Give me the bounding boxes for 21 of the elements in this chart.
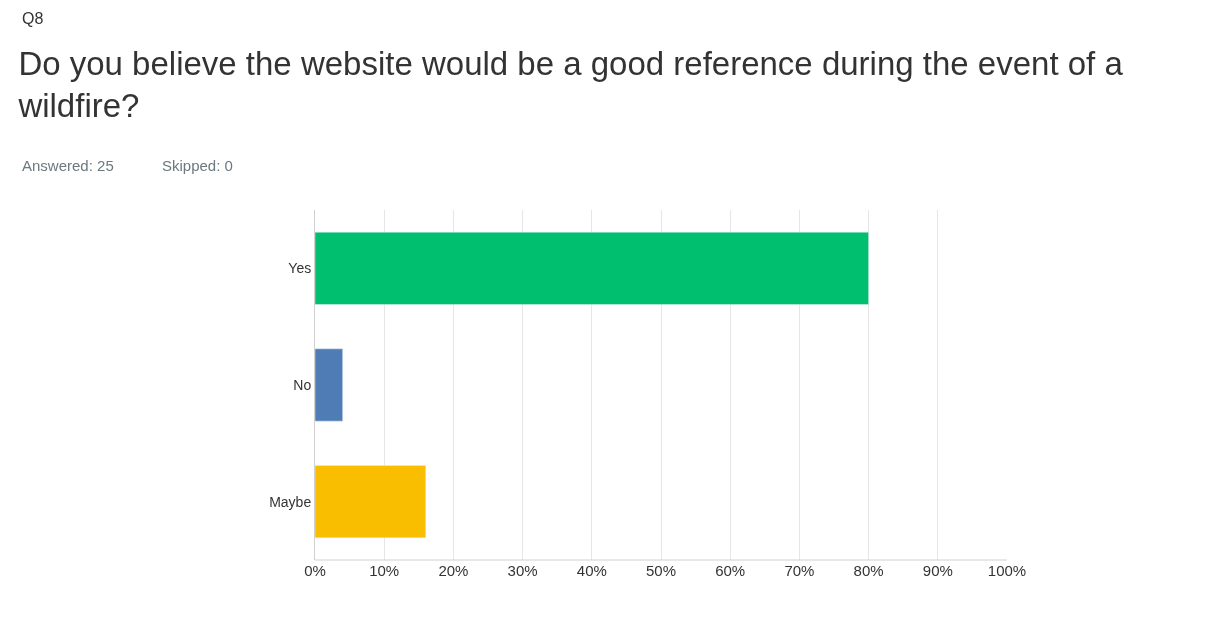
y-tick-label: Yes [288,260,312,277]
y-tick-label: Maybe [269,493,312,510]
x-tick-label: 0% [304,562,326,579]
bar [315,231,869,305]
text: Skipped: 0 [162,157,233,174]
bar [315,465,426,539]
x-tick-label: 50% [645,562,677,579]
x-tick-label: 60% [715,562,746,579]
x-tick-label: 70% [784,562,815,579]
chart-title: Do you believe the website would be a good reference during the event of a wildfire? [17,44,1124,125]
text: Answered: 25 [22,157,114,174]
x-tick-label: 30% [507,562,538,579]
x-tick-label: 100% [987,562,1027,579]
bar [315,348,343,422]
x-tick-label: 20% [438,562,469,579]
text: Q8 [22,10,44,27]
x-tick-label: 90% [922,562,953,579]
y-tick-label: No [293,376,312,393]
x-tick-label: 40% [576,562,607,579]
x-tick-label: 10% [369,562,400,579]
x-tick-label: 80% [853,562,884,579]
